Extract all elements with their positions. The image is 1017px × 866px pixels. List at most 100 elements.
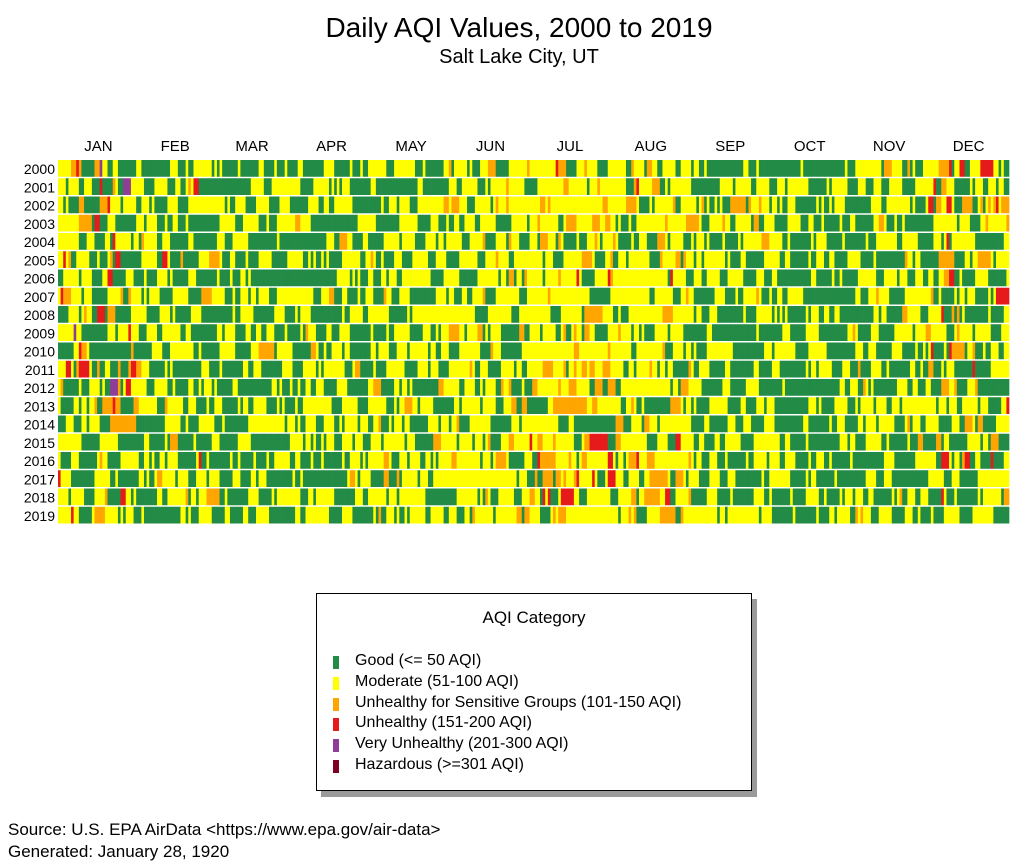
aqi-cell — [725, 360, 728, 378]
aqi-cell — [209, 178, 213, 195]
aqi-cell — [722, 287, 726, 305]
aqi-cell — [943, 269, 947, 287]
aqi-cell — [347, 233, 351, 250]
aqi-cell — [930, 269, 934, 287]
aqi-cell — [454, 160, 457, 177]
aqi-cell — [732, 287, 736, 305]
aqi-cell — [899, 160, 903, 177]
aqi-cell — [967, 360, 971, 378]
aqi-cell — [441, 214, 444, 232]
aqi-cell — [315, 233, 319, 250]
aqi-cell — [818, 233, 822, 250]
aqi-cell — [1003, 178, 1007, 195]
aqi-cell — [180, 214, 184, 232]
aqi-cell — [972, 251, 976, 268]
aqi-cell — [943, 251, 947, 268]
aqi-cell — [456, 233, 460, 250]
aqi-cell — [71, 379, 74, 396]
aqi-cell — [219, 214, 223, 232]
aqi-cell — [185, 324, 189, 341]
aqi-cell — [784, 306, 788, 323]
aqi-cell — [315, 360, 319, 378]
aqi-cell — [678, 233, 682, 250]
aqi-cell — [360, 160, 364, 177]
aqi-cell — [500, 360, 504, 378]
aqi-cell — [141, 196, 145, 214]
aqi-cell — [714, 306, 718, 323]
aqi-cell — [446, 178, 450, 195]
aqi-cell — [454, 269, 457, 287]
aqi-cell — [425, 324, 429, 341]
aqi-cell — [777, 287, 781, 305]
aqi-cell — [878, 342, 882, 360]
aqi-cell — [394, 214, 398, 232]
aqi-cell — [586, 251, 590, 268]
aqi-cell — [224, 306, 228, 323]
aqi-cell — [143, 324, 147, 341]
aqi-cell — [513, 178, 517, 195]
aqi-cell — [665, 287, 669, 305]
aqi-cell — [743, 233, 747, 250]
aqi-cell — [71, 160, 74, 177]
aqi-cell — [855, 214, 859, 232]
aqi-cell — [777, 306, 781, 323]
aqi-cell — [925, 306, 929, 323]
aqi-cell — [782, 214, 786, 232]
aqi-cell — [787, 360, 791, 378]
aqi-cell — [1006, 196, 1010, 214]
aqi-cell — [652, 287, 656, 305]
aqi-cell — [602, 269, 606, 287]
aqi-cell — [157, 251, 160, 268]
aqi-cell — [943, 178, 947, 195]
aqi-cell — [383, 196, 387, 214]
aqi-cell — [886, 379, 890, 396]
aqi-cell — [907, 269, 911, 287]
aqi-cell — [279, 160, 283, 177]
aqi-cell — [391, 397, 395, 414]
aqi-cell — [261, 269, 265, 287]
aqi-cell — [170, 342, 173, 360]
aqi-cell — [571, 342, 575, 360]
aqi-cell — [443, 306, 447, 323]
aqi-cell — [605, 214, 609, 232]
aqi-cell — [495, 214, 499, 232]
aqi-cell — [409, 251, 413, 268]
aqi-cell — [474, 233, 478, 250]
aqi-cell — [276, 306, 280, 323]
aqi-cell — [665, 342, 669, 360]
aqi-cell — [120, 397, 124, 414]
aqi-cell — [868, 342, 872, 360]
aqi-cell — [995, 251, 999, 268]
aqi-cell — [107, 160, 111, 177]
aqi-cell — [305, 306, 309, 323]
aqi-cell — [886, 196, 890, 214]
aqi-cell — [58, 397, 61, 414]
aqi-cell — [485, 360, 489, 378]
aqi-cell — [847, 214, 851, 232]
aqi-cell — [649, 251, 653, 268]
aqi-cell — [722, 360, 726, 378]
aqi-cell — [878, 178, 882, 195]
aqi-cell — [104, 287, 108, 305]
aqi-cell — [128, 324, 132, 341]
aqi-cell — [417, 342, 421, 360]
aqi-cell — [566, 251, 570, 268]
aqi-cell — [951, 324, 955, 341]
aqi-cell — [477, 233, 481, 250]
aqi-cell — [456, 287, 460, 305]
aqi-cell — [618, 160, 622, 177]
aqi-cell — [599, 379, 603, 396]
aqi-cell — [214, 287, 218, 305]
aqi-cell — [373, 233, 377, 250]
aqi-cell — [821, 324, 825, 341]
aqi-cell — [110, 342, 114, 360]
aqi-cell — [242, 233, 246, 250]
aqi-cell — [438, 233, 442, 250]
aqi-cell — [216, 160, 220, 177]
aqi-cell — [560, 324, 564, 341]
year-label-2019: 2019 — [24, 508, 55, 524]
aqi-cell — [300, 160, 304, 177]
aqi-cell — [315, 178, 319, 195]
aqi-cell — [738, 214, 741, 232]
aqi-cell — [480, 160, 484, 177]
